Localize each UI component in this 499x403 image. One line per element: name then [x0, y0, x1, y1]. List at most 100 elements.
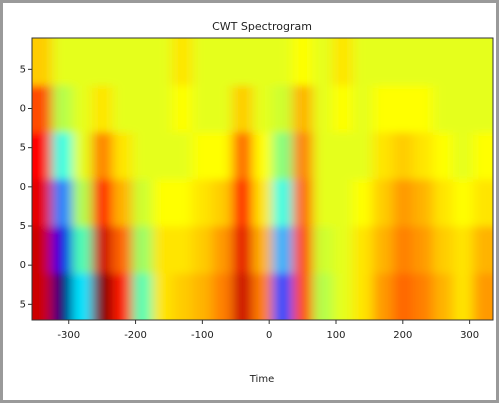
- heatmap-cell: [192, 85, 213, 133]
- heatmap-cell: [112, 85, 133, 133]
- heatmap-cell: [332, 38, 354, 86]
- heatmap-cell: [472, 179, 493, 227]
- heatmap-cell: [92, 179, 113, 227]
- heatmap-cell: [252, 85, 274, 133]
- heatmap-cell: [272, 226, 294, 274]
- heatmap-cell: [72, 132, 93, 180]
- heatmap-cell: [292, 38, 314, 86]
- x-tick-label: 200: [393, 330, 412, 341]
- heatmap-cell: [352, 226, 374, 274]
- heatmap-cell: [32, 179, 53, 227]
- heatmap-cell: [212, 179, 233, 227]
- heatmap-cell: [232, 85, 253, 133]
- heatmap-cells: [32, 38, 493, 320]
- heatmap-cell: [192, 273, 213, 320]
- heatmap-cell: [132, 38, 153, 86]
- heatmap-cell: [372, 38, 394, 86]
- heatmap-cell: [112, 179, 133, 227]
- heatmap-cell: [392, 226, 414, 274]
- heatmap-cell: [52, 85, 73, 133]
- heatmap-cell: [52, 226, 73, 274]
- heatmap-cell: [92, 273, 113, 320]
- heatmap-cell: [172, 132, 193, 180]
- heatmap-cell: [412, 226, 434, 274]
- heatmap-cell: [332, 179, 354, 227]
- heatmap-cell: [352, 85, 374, 133]
- heatmap-cell: [352, 132, 374, 180]
- x-tick-label: -300: [57, 330, 80, 341]
- heatmap-cell: [152, 179, 173, 227]
- heatmap-cell: [152, 38, 173, 86]
- heatmap-cell: [212, 85, 233, 133]
- heatmap-cell: [472, 85, 493, 133]
- heatmap-cell: [112, 226, 133, 274]
- heatmap-cell: [172, 85, 193, 133]
- heatmap-cell: [232, 179, 253, 227]
- heatmap-cell: [352, 273, 374, 320]
- heatmap-cell: [32, 132, 53, 180]
- heatmap-cell: [452, 273, 474, 320]
- heatmap-cell: [172, 38, 193, 86]
- heatmap-cell: [312, 273, 334, 320]
- heatmap-cell: [252, 226, 274, 274]
- heatmap-cell: [172, 273, 193, 320]
- plot-border: [31, 37, 494, 321]
- heatmap-cell: [72, 179, 93, 227]
- heatmap-cell: [372, 85, 394, 133]
- heatmap-cell: [152, 226, 173, 274]
- heatmap-cell: [292, 85, 314, 133]
- heatmap-cell: [312, 226, 334, 274]
- heatmap-cell: [252, 273, 274, 320]
- heatmap-cell: [52, 273, 73, 320]
- heatmap-cell: [432, 38, 454, 86]
- heatmap-cell: [412, 179, 434, 227]
- heatmap-cell: [232, 132, 253, 180]
- heatmap-cell: [312, 85, 334, 133]
- heatmap-cell: [352, 179, 374, 227]
- heatmap-cell: [252, 179, 274, 227]
- x-tick-label: -200: [124, 330, 147, 341]
- heatmap-cell: [232, 226, 253, 274]
- heatmap-cell: [472, 273, 493, 320]
- heatmap-cell: [432, 132, 454, 180]
- heatmap-cell: [32, 38, 53, 86]
- heatmap-cell: [232, 38, 253, 86]
- heatmap-cell: [392, 38, 414, 86]
- heatmap-cell: [472, 132, 493, 180]
- heatmap-cell: [192, 38, 213, 86]
- heatmap-cell: [252, 38, 274, 86]
- heatmap-cell: [92, 38, 113, 86]
- heatmap-cell: [372, 179, 394, 227]
- heatmap-cell: [372, 226, 394, 274]
- heatmap-cell: [332, 85, 354, 133]
- heatmap-cell: [272, 273, 294, 320]
- heatmap-cell: [472, 226, 493, 274]
- heatmap-cell: [452, 38, 474, 86]
- x-tick-label: -100: [191, 330, 214, 341]
- heatmap-cell: [292, 273, 314, 320]
- heatmap-cell: [192, 132, 213, 180]
- y-tick-label: 0: [20, 260, 26, 271]
- y-tick-label: 5: [20, 299, 26, 310]
- heatmap-cell: [432, 179, 454, 227]
- heatmap-cell: [72, 226, 93, 274]
- heatmap-cell: [132, 179, 153, 227]
- heatmap-cell: [172, 226, 193, 274]
- heatmap-cell: [452, 85, 474, 133]
- heatmap-cell: [152, 273, 173, 320]
- chart-title: CWT Spectrogram: [212, 20, 312, 33]
- heatmap: [32, 38, 493, 320]
- heatmap-cell: [152, 85, 173, 133]
- heatmap-cell: [472, 38, 493, 86]
- heatmap-cell: [52, 179, 73, 227]
- heatmap-cell: [232, 273, 253, 320]
- y-tick-label: 0: [20, 104, 26, 115]
- heatmap-cell: [412, 132, 434, 180]
- y-tick-label: 5: [20, 64, 26, 75]
- heatmap-cell: [412, 85, 434, 133]
- heatmap-cell: [72, 38, 93, 86]
- heatmap-cell: [372, 132, 394, 180]
- heatmap-cell: [112, 273, 133, 320]
- x-tick-label: 0: [266, 330, 272, 341]
